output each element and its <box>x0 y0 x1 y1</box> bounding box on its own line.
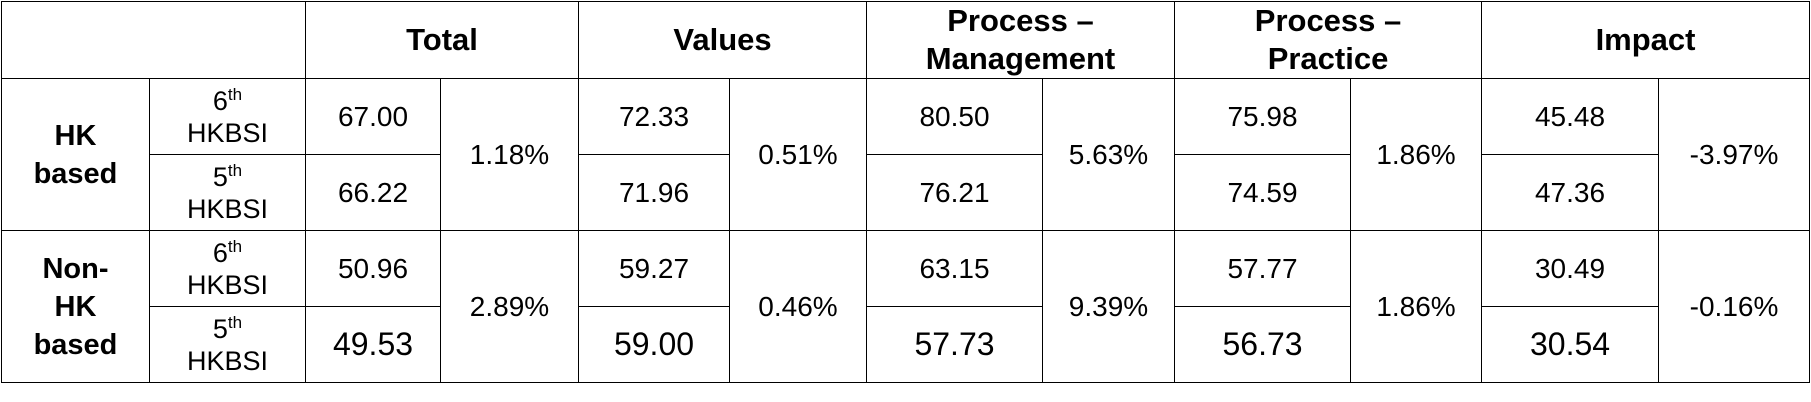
value-cell: 30.49 <box>1481 230 1660 307</box>
table-row-hk-6th: HK based 6th HKBSI 67.00 1.18% 72.33 0.51%… <box>1 78 1811 231</box>
change-cell: 5.63% <box>1041 78 1176 231</box>
group-label-non-hk-based: Non- HK based <box>1 230 150 383</box>
header-process-practice-line1: Process – <box>1254 3 1402 38</box>
change-cell: 1.18% <box>440 78 579 231</box>
value-cell: 47.36 <box>1481 154 1660 231</box>
value-cell: 49.53 <box>305 306 441 383</box>
header-values: Values <box>578 1 867 79</box>
value-cell: 45.48 <box>1481 78 1660 155</box>
value-cell: 56.73 <box>1174 306 1352 383</box>
table-row-nonhk-6th: Non- HK based 6th HKBSI 50.96 2.89% 59.27 0… <box>1 230 1811 383</box>
change-cell: 2.89% <box>440 230 579 383</box>
edition-suffix: th <box>227 160 243 180</box>
value-cell: 71.96 <box>578 154 730 231</box>
edition-number: 5 <box>212 161 228 192</box>
value-cell: 63.15 <box>866 230 1043 307</box>
hkbsi-comparison-table: Total Values Process – Management Process… <box>1 1 1811 383</box>
value-cell: 59.27 <box>578 230 730 307</box>
edition-number: 5 <box>212 313 228 344</box>
value-cell: 67.00 <box>305 78 441 155</box>
group-nonhk-line1: Non- <box>42 252 109 285</box>
corner-cell <box>1 1 306 79</box>
edition-label-5th: 5th HKBSI <box>149 306 306 383</box>
edition-name: HKBSI <box>186 193 269 224</box>
header-impact: Impact <box>1481 1 1811 79</box>
value-cell: 57.77 <box>1174 230 1352 307</box>
value-cell: 30.54 <box>1481 306 1660 383</box>
change-cell: -3.97% <box>1658 78 1811 231</box>
change-cell: 1.86% <box>1350 230 1483 383</box>
change-cell: -0.16% <box>1658 230 1811 383</box>
group-hk-line2: based <box>33 157 118 190</box>
value-cell: 80.50 <box>866 78 1043 155</box>
edition-suffix: th <box>227 312 243 332</box>
value-cell: 59.00 <box>578 306 730 383</box>
value-cell: 74.59 <box>1174 154 1352 231</box>
group-nonhk-line2: HK <box>54 290 97 323</box>
edition-label-6th: 6th HKBSI <box>149 78 306 155</box>
value-cell: 50.96 <box>305 230 441 307</box>
group-label-hk-based: HK based <box>1 78 150 231</box>
edition-label-6th: 6th HKBSI <box>149 230 306 307</box>
edition-suffix: th <box>227 236 243 256</box>
value-cell: 57.73 <box>866 306 1043 383</box>
header-row: Total Values Process – Management Process… <box>1 1 1811 79</box>
edition-label-5th: 5th HKBSI <box>149 154 306 231</box>
edition-name: HKBSI <box>186 345 269 376</box>
header-process-management-line1: Process – <box>947 3 1094 38</box>
edition-name: HKBSI <box>186 117 269 148</box>
header-process-practice-line2: Practice <box>1267 41 1389 76</box>
edition-number: 6 <box>212 85 228 116</box>
edition-name: HKBSI <box>186 269 269 300</box>
table-row-nonhk-5th: 5th HKBSI 49.53 59.00 57.73 56.73 30.54 <box>2 306 1810 383</box>
header-process-management: Process – Management <box>865 1 1176 79</box>
change-cell: 0.46% <box>729 230 867 383</box>
header-process-management-line2: Management <box>925 41 1116 76</box>
header-process-practice: Process – Practice <box>1174 1 1483 79</box>
table-row-hk-5th: 5th HKBSI 66.22 71.96 76.21 74.59 47.36 <box>2 154 1810 231</box>
change-cell: 0.51% <box>729 78 867 231</box>
value-cell: 75.98 <box>1174 78 1352 155</box>
edition-suffix: th <box>227 84 243 104</box>
value-cell: 66.22 <box>305 154 441 231</box>
edition-number: 6 <box>212 237 228 268</box>
header-total: Total <box>305 1 579 79</box>
group-nonhk-line3: based <box>33 328 118 361</box>
change-cell: 1.86% <box>1350 78 1483 231</box>
change-cell: 9.39% <box>1041 230 1176 383</box>
value-cell: 72.33 <box>578 78 730 155</box>
value-cell: 76.21 <box>866 154 1043 231</box>
group-hk-line1: HK <box>54 119 97 152</box>
